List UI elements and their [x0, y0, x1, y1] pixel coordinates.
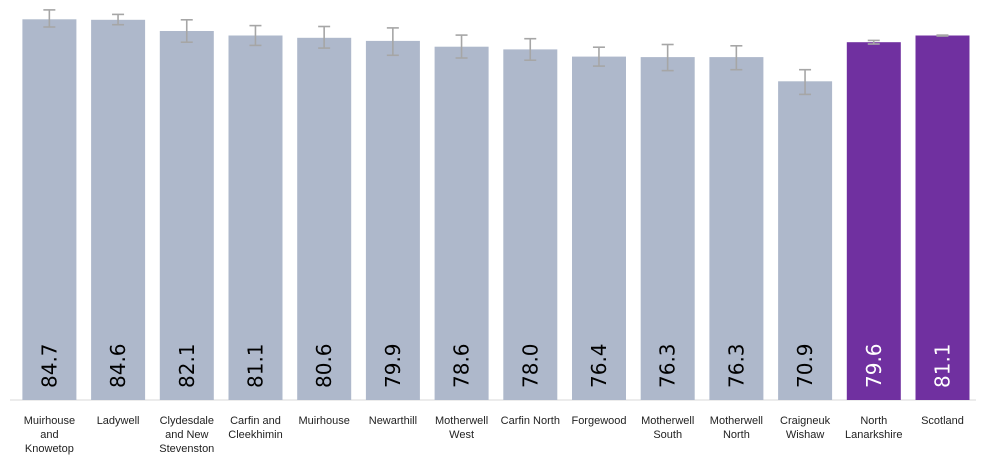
- value-label: 81.1: [931, 343, 955, 388]
- bar: [915, 35, 970, 400]
- value-label: 82.1: [175, 343, 199, 388]
- category-label: Muirhouse: [24, 415, 75, 427]
- value-label: 84.6: [106, 343, 130, 388]
- bar: [503, 49, 558, 401]
- bar: [640, 57, 695, 400]
- category-label: and New: [165, 429, 208, 441]
- category-label: Scotland: [921, 415, 964, 427]
- category-label: Lanarkshire: [845, 429, 902, 441]
- value-label: 79.6: [862, 343, 886, 388]
- category-label: Wishaw: [786, 429, 825, 441]
- bar: [297, 37, 352, 401]
- category-label: Motherwell: [641, 415, 694, 427]
- bar: [228, 35, 283, 400]
- category-label: Muirhouse: [299, 415, 350, 427]
- category-label: North: [723, 429, 750, 441]
- category-label: South: [653, 429, 682, 441]
- bar: [365, 40, 420, 401]
- value-label: 84.7: [37, 343, 61, 388]
- category-label: Cleekhimin: [228, 429, 282, 441]
- value-label: 78.0: [518, 343, 542, 388]
- value-label: 70.9: [793, 343, 817, 388]
- category-label: Stevenston: [159, 443, 214, 455]
- category-label: Motherwell: [435, 415, 488, 427]
- value-label: 80.6: [312, 343, 336, 388]
- bar: [778, 81, 833, 401]
- bar: [846, 42, 901, 400]
- category-label: and: [40, 429, 58, 441]
- value-label: 76.4: [587, 343, 611, 388]
- bar: [572, 56, 626, 400]
- value-labels-group: 84.7 84.6 82.1 81.1 80.6 79.9 78.6 78.0 76.4 76.3…: [37, 343, 954, 388]
- category-label: Knowetop: [25, 443, 74, 455]
- bar: [22, 19, 77, 401]
- category-label: Forgewood: [571, 415, 626, 427]
- value-label: 81.1: [244, 343, 268, 388]
- category-label: Motherwell: [710, 415, 763, 427]
- category-label: Carfin North: [501, 415, 560, 427]
- category-label: North: [860, 415, 887, 427]
- bar: [91, 19, 146, 401]
- bar: [709, 57, 764, 400]
- bar: [159, 31, 214, 400]
- category-labels-group: Muirhouse and Knowetop Ladywell Clydesdale an…: [24, 415, 964, 455]
- category-label: Ladywell: [97, 415, 140, 427]
- bars-group: [22, 19, 970, 401]
- bar: [434, 46, 489, 400]
- category-label: West: [449, 429, 474, 441]
- category-label: Carfin and: [230, 415, 281, 427]
- error-bars-group: [43, 9, 949, 96]
- value-label: 79.9: [381, 343, 405, 388]
- value-label: 76.3: [724, 343, 748, 388]
- category-label: Clydesdale: [160, 415, 214, 427]
- value-label: 78.6: [450, 343, 474, 388]
- category-label: Newarthill: [369, 415, 417, 427]
- value-label: 76.3: [656, 343, 680, 388]
- category-label: Craigneuk: [780, 415, 831, 427]
